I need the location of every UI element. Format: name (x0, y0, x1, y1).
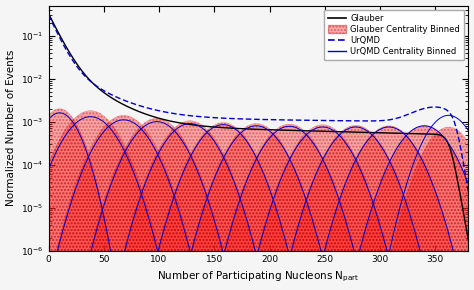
X-axis label: Number of Participating Nucleons N$_\mathrm{part}$: Number of Participating Nucleons N$_\mat… (157, 270, 360, 284)
Legend: Glauber, Glauber Centrality Binned, UrQMD, UrQMD Centrality Binned: Glauber, Glauber Centrality Binned, UrQM… (324, 10, 464, 60)
Y-axis label: Normalized Number of Events: Normalized Number of Events (6, 50, 16, 206)
